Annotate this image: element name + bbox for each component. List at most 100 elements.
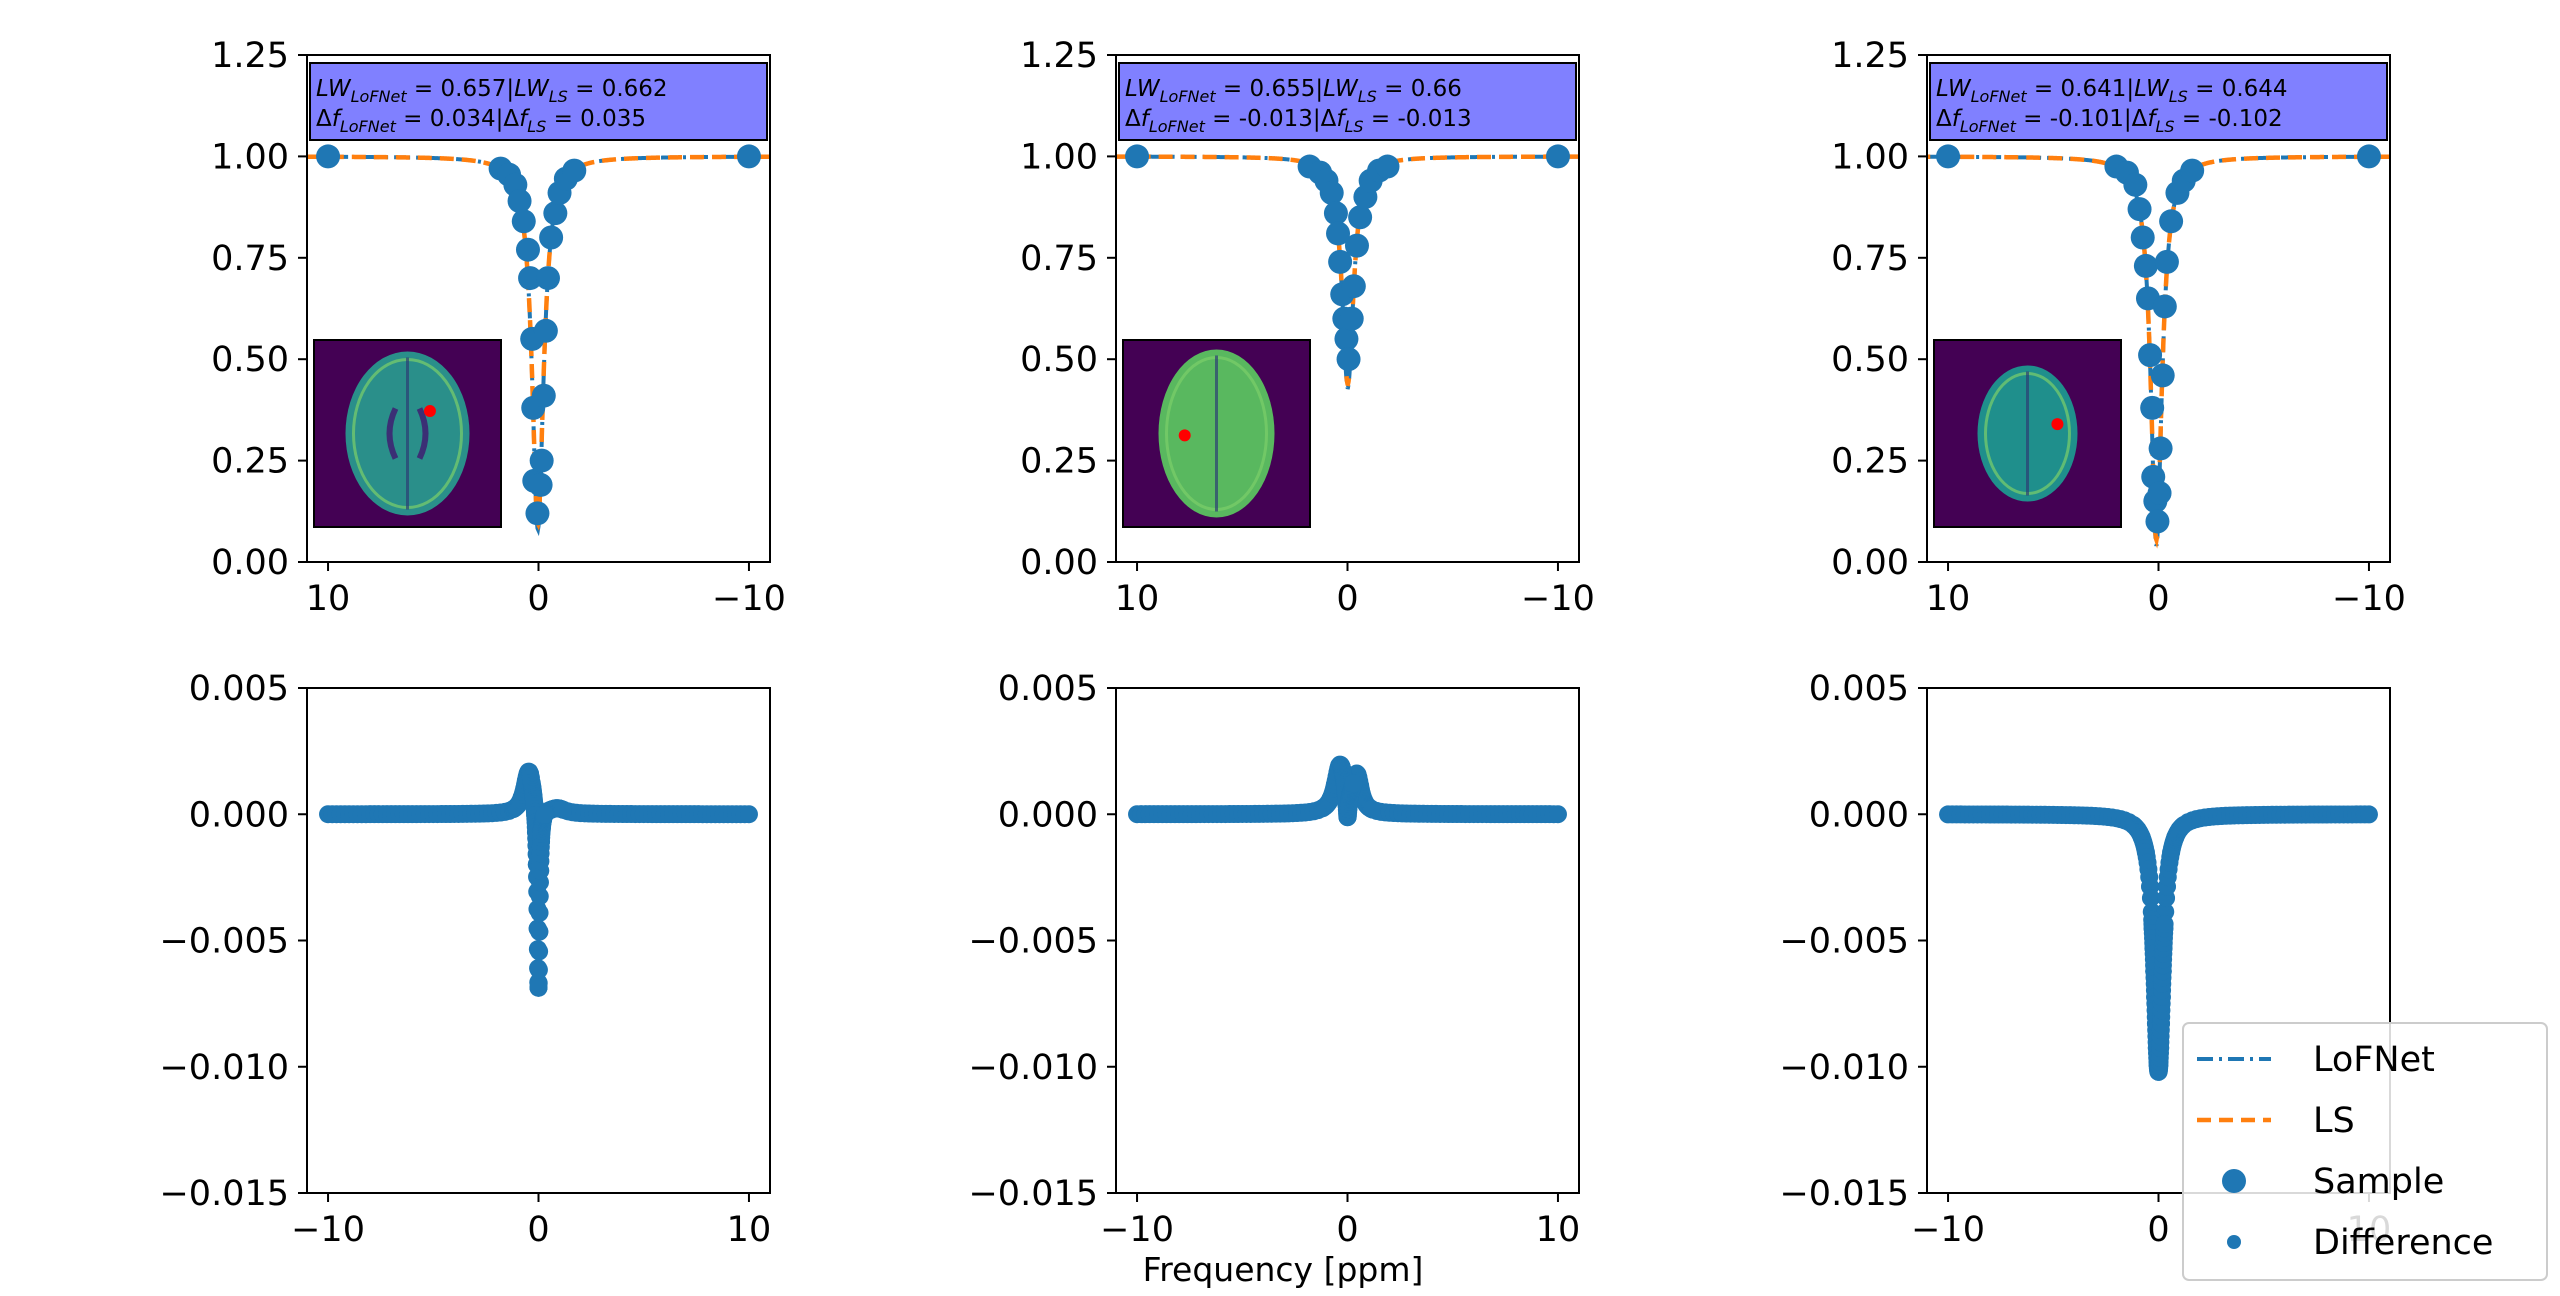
y-tick-label: −0.015 [968, 1174, 1098, 1214]
sample-point [736, 144, 761, 169]
inset-brain-image [1933, 339, 2122, 528]
x-tick-label: 0 [1336, 1210, 1358, 1250]
subplot-r0-c0: 0.00 0.25 0.50 0.75 1.00 1.25 10 0 −10 LWLoFNet =… [211, 36, 786, 619]
sample-point [1328, 249, 1353, 274]
y-tick-label: −0.010 [1779, 1048, 1909, 1088]
sample-point [2123, 172, 2148, 197]
y-tick-label: −0.010 [968, 1048, 1098, 1088]
sample-point [2145, 509, 2170, 534]
difference-point [1548, 805, 1567, 824]
sample-point [1326, 221, 1351, 246]
plot-area [319, 762, 758, 997]
x-tick-label: 10 [1536, 1210, 1581, 1250]
x-tick-label: 0 [2147, 579, 2169, 619]
inset-brain-image [313, 339, 502, 528]
x-tick-label: 10 [727, 1210, 772, 1250]
y-tick-label: 0.50 [1831, 340, 1909, 380]
sample-point [511, 209, 536, 234]
subplot-r0-c1: 0.00 0.25 0.50 0.75 1.00 1.25 10 0 −10 LWLoFNet =… [1020, 36, 1595, 619]
sample-point [533, 318, 558, 343]
x-tick-label: 0 [527, 579, 549, 619]
x-tick-label: −10 [291, 1210, 365, 1250]
sample-point [316, 144, 341, 169]
axes-frame [1115, 54, 1580, 563]
inset-brain-image [1122, 339, 1311, 528]
y-tick-label: 1.25 [1020, 36, 1098, 76]
difference-point [535, 805, 554, 824]
y-tick-label: 0.000 [189, 795, 289, 835]
subplot-r1-c1: −0.015 −0.010 −0.005 0.000 0.005 −10 0 10 [968, 669, 1580, 1250]
inset-voxel-marker [2051, 418, 2064, 431]
y-tick-label: 0.005 [1809, 669, 1909, 709]
annotation-box [309, 62, 768, 141]
difference-point [2141, 889, 2160, 908]
x-tick-label: 10 [1926, 579, 1971, 619]
difference-point [529, 974, 548, 993]
difference-point [530, 922, 549, 941]
y-tick-label: −0.015 [1779, 1174, 1909, 1214]
sample-point [2127, 197, 2152, 222]
difference-point [739, 805, 758, 824]
legend-frame [2182, 1022, 2548, 1281]
x-tick-label: 0 [2147, 1210, 2169, 1250]
inset-voxel-marker [1178, 429, 1191, 442]
sample-point [525, 501, 550, 526]
y-tick-label: 0.25 [211, 442, 289, 482]
annotation-shift-text: ΔfLoFNet = 0.034|ΔfLS = 0.035 [316, 106, 646, 136]
y-tick-label: −0.010 [159, 1048, 289, 1088]
legend-entry-sample: Sample [2222, 1162, 2444, 1202]
sample-point [1348, 205, 1373, 230]
legend-label: LS [2313, 1101, 2355, 1141]
y-tick-label: 0.25 [1020, 442, 1098, 482]
x-tick-label: −10 [1911, 1210, 1985, 1250]
difference-point [530, 887, 549, 906]
difference-point [2173, 816, 2192, 835]
sample-point [518, 266, 543, 291]
sample-point [2140, 395, 2165, 420]
legend-swatch-sample [2222, 1169, 2246, 1193]
axes-frame [1926, 687, 2391, 1194]
y-tick-label: 0.000 [1809, 795, 1909, 835]
sample-point [2148, 436, 2173, 461]
plot-area [1927, 144, 2390, 549]
y-tick-label: 1.25 [211, 36, 289, 76]
annotation-linewidth-text: LWLoFNet = 0.641|LWLS = 0.644 [1936, 76, 2288, 106]
x-tick-label: 10 [1115, 579, 1160, 619]
x-tick-label: −10 [1521, 579, 1595, 619]
difference-point [530, 903, 549, 922]
sample-point [1336, 347, 1361, 372]
sample-point [529, 448, 554, 473]
plot-area [307, 144, 770, 537]
sample-point [2154, 249, 2179, 274]
sample-point [1545, 144, 1570, 169]
annotation-linewidth-text: LWLoFNet = 0.655|LWLS = 0.66 [1125, 76, 1462, 106]
sample-point [1936, 144, 1961, 169]
subplot-r0-c2: 0.00 0.25 0.50 0.75 1.00 1.25 10 0 −10 LWLoFNet =… [1831, 36, 2406, 619]
y-tick-label: 0.50 [1020, 340, 1098, 380]
inset-voxel-marker [423, 405, 436, 418]
legend-entry-lofnet: LoFNet [2197, 1040, 2435, 1080]
legend-entry-ls: LS [2197, 1101, 2355, 1141]
plot-area [1116, 144, 1579, 390]
x-tick-label: −10 [712, 579, 786, 619]
axes-frame [306, 54, 771, 563]
x-tick-label: 10 [306, 579, 351, 619]
legend-label: Difference [2313, 1223, 2493, 1263]
sample-point [2138, 343, 2163, 368]
annotation-shift-text: ΔfLoFNet = -0.013|ΔfLS = -0.013 [1125, 106, 1472, 136]
subplot-r1-c0: −0.015 −0.010 −0.005 0.000 0.005 −10 0 10 [159, 669, 771, 1250]
x-tick-label: 0 [1336, 579, 1358, 619]
sample-point [543, 201, 568, 226]
difference-point [529, 960, 548, 979]
sample-point [1323, 201, 1348, 226]
sample-point [2133, 253, 2158, 278]
y-tick-label: 1.00 [1831, 137, 1909, 177]
x-tick-label: −10 [2332, 579, 2406, 619]
x-axis-label: Frequency [ppm] [1143, 1250, 1424, 1289]
plot-area [1939, 805, 2378, 1081]
y-tick-label: 0.50 [211, 340, 289, 380]
y-tick-label: 0.25 [1831, 442, 1909, 482]
